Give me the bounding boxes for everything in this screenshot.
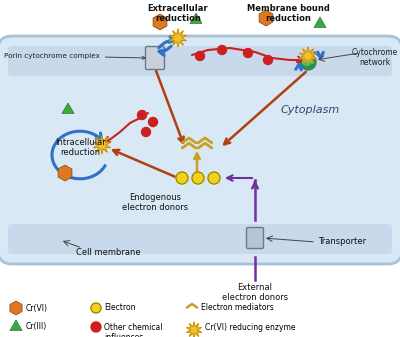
Polygon shape [314, 17, 326, 28]
Circle shape [142, 127, 150, 136]
Text: Cell membrane: Cell membrane [76, 248, 140, 257]
Text: Membrane bound
reduction: Membrane bound reduction [246, 4, 330, 23]
Polygon shape [62, 103, 74, 114]
Circle shape [148, 118, 158, 126]
FancyBboxPatch shape [8, 224, 392, 254]
FancyBboxPatch shape [0, 36, 400, 264]
Text: Extracellular
reduction: Extracellular reduction [148, 4, 208, 23]
Polygon shape [10, 320, 22, 331]
Text: Electron: Electron [104, 304, 136, 312]
Circle shape [91, 303, 101, 313]
Circle shape [218, 45, 226, 55]
Text: Cr(VI) reducing enzyme: Cr(VI) reducing enzyme [205, 323, 296, 332]
FancyBboxPatch shape [146, 47, 164, 69]
Text: Cytoplasm: Cytoplasm [280, 105, 340, 115]
Circle shape [264, 56, 272, 64]
Circle shape [196, 52, 204, 61]
Polygon shape [259, 10, 273, 26]
Text: Electron mediators: Electron mediators [201, 304, 274, 312]
Text: Cytochrome
network: Cytochrome network [352, 48, 398, 67]
FancyBboxPatch shape [246, 227, 264, 248]
Polygon shape [153, 14, 167, 30]
Polygon shape [170, 29, 186, 47]
Text: Transporter: Transporter [318, 238, 366, 246]
FancyBboxPatch shape [8, 46, 392, 76]
Text: Porin cytochrome complex: Porin cytochrome complex [4, 53, 145, 59]
Polygon shape [300, 47, 316, 65]
Text: Cr(III): Cr(III) [26, 323, 47, 332]
Text: Other chemical
influences: Other chemical influences [104, 323, 162, 337]
Text: External
electron donors: External electron donors [222, 283, 288, 302]
Circle shape [208, 172, 220, 184]
Circle shape [300, 54, 316, 70]
Circle shape [244, 49, 252, 58]
Circle shape [192, 172, 204, 184]
Circle shape [303, 57, 311, 65]
Text: Intracellular
reduction: Intracellular reduction [55, 138, 105, 157]
Circle shape [91, 322, 101, 332]
Polygon shape [58, 165, 72, 181]
Circle shape [176, 172, 188, 184]
Text: Cr(VI): Cr(VI) [26, 304, 48, 312]
Text: Endogenous
electron donors: Endogenous electron donors [122, 193, 188, 212]
Circle shape [138, 111, 146, 120]
Polygon shape [190, 13, 202, 24]
Polygon shape [10, 301, 22, 315]
Polygon shape [94, 136, 110, 154]
Polygon shape [186, 322, 202, 337]
